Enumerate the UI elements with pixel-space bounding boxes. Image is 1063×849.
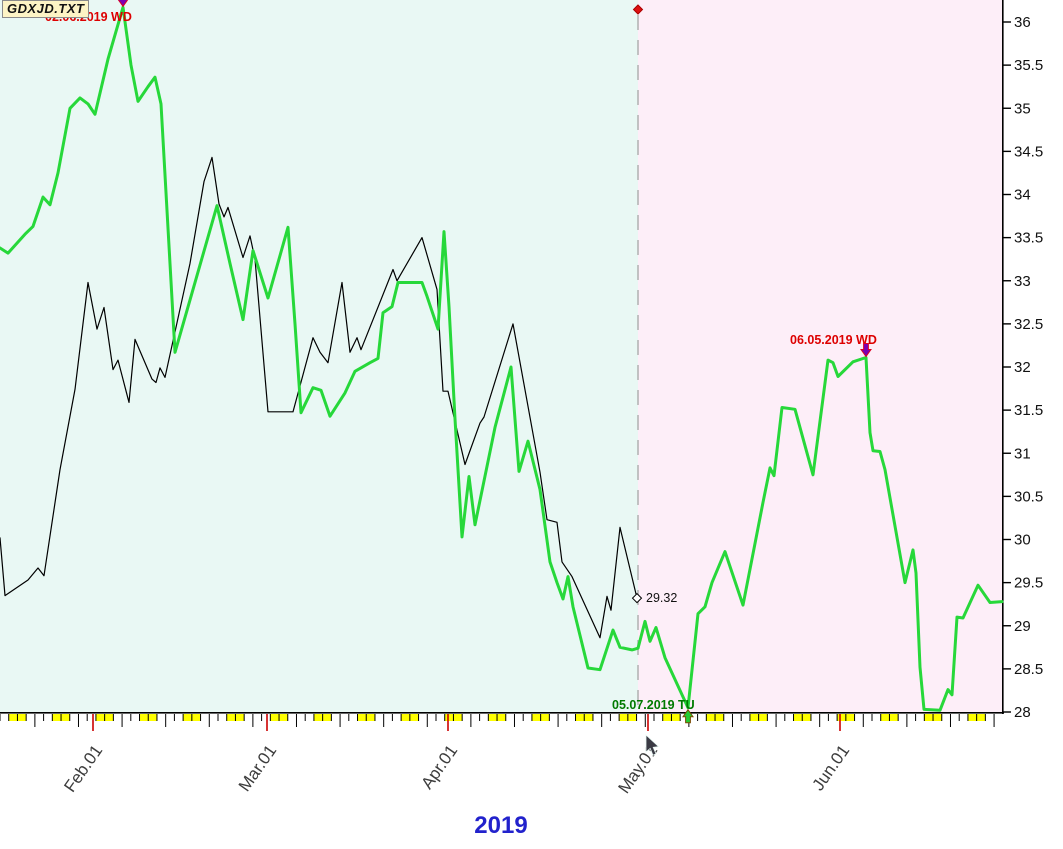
last-price-marker (631, 592, 643, 604)
y-axis-label: 32 (1014, 359, 1031, 376)
y-axis-line (1002, 0, 1004, 714)
y-axis-label: 33.5 (1014, 230, 1043, 247)
series-lines[interactable] (0, 5, 1004, 712)
y-axis-label: 28.5 (1014, 661, 1043, 678)
x-axis-year-label: 2019 (474, 812, 528, 839)
y-axis-label: 36 (1014, 14, 1031, 31)
y-axis-label: 29.5 (1014, 575, 1043, 592)
y-axis-label: 32.5 (1014, 316, 1043, 333)
plot-area-history[interactable] (0, 0, 638, 712)
y-axis-label: 28 (1014, 704, 1031, 721)
annotations: 02.06.2019 WD 06.05.2019 WD 05.07.2019 T… (45, 0, 877, 724)
annotation-trough-may[interactable]: 05.07.2019 TU (612, 698, 695, 712)
y-axis-label: 30 (1014, 532, 1031, 549)
x-axis-label-mar-01: Mar.01 (235, 741, 280, 794)
plot-area-projection[interactable] (638, 0, 1002, 712)
divider-top-marker (632, 4, 644, 15)
projection-line[interactable] (0, 5, 1004, 712)
y-axis-label: 29 (1014, 618, 1031, 635)
x-axis-label-apr-01: Apr.01 (418, 741, 462, 792)
y-axis: 36 35.5 35 34.5 34 33.5 33 32.5 32 31.5 31 30.5 30 29… (1002, 0, 1043, 721)
x-axis: Feb.01 Mar.01 Apr.01 May.01 Jun.01 (0, 712, 1004, 797)
mouse-cursor (645, 734, 660, 756)
symbol-title-text: GDXJD.TXT (7, 1, 85, 16)
y-axis-label: 31.5 (1014, 402, 1043, 419)
peak-marker-arrow[interactable] (117, 0, 129, 8)
y-axis-label: 31 (1014, 445, 1031, 462)
y-axis-label: 34 (1014, 187, 1031, 204)
y-axis-label: 35 (1014, 100, 1031, 117)
y-axis-label: 33 (1014, 273, 1031, 290)
x-axis-line (0, 712, 1004, 714)
y-axis-label: 35.5 (1014, 57, 1043, 74)
y-axis-label: 34.5 (1014, 143, 1043, 160)
last-price-label: 29.32 (646, 591, 677, 605)
symbol-title-box[interactable]: GDXJD.TXT (2, 0, 90, 18)
y-axis-label: 30.5 (1014, 488, 1043, 505)
x-axis-label-feb-01: Feb.01 (60, 741, 106, 795)
mouse-cursor-arrow (645, 734, 660, 756)
annotation-peak-jun[interactable]: 06.05.2019 WD (790, 333, 877, 347)
peak-marker-arrow[interactable] (860, 343, 872, 358)
actual-price-line[interactable] (0, 156, 638, 639)
plot-background (0, 0, 1002, 712)
x-axis-label-jun-01: Jun.01 (808, 741, 853, 794)
trough-marker-arrow[interactable] (682, 708, 694, 724)
